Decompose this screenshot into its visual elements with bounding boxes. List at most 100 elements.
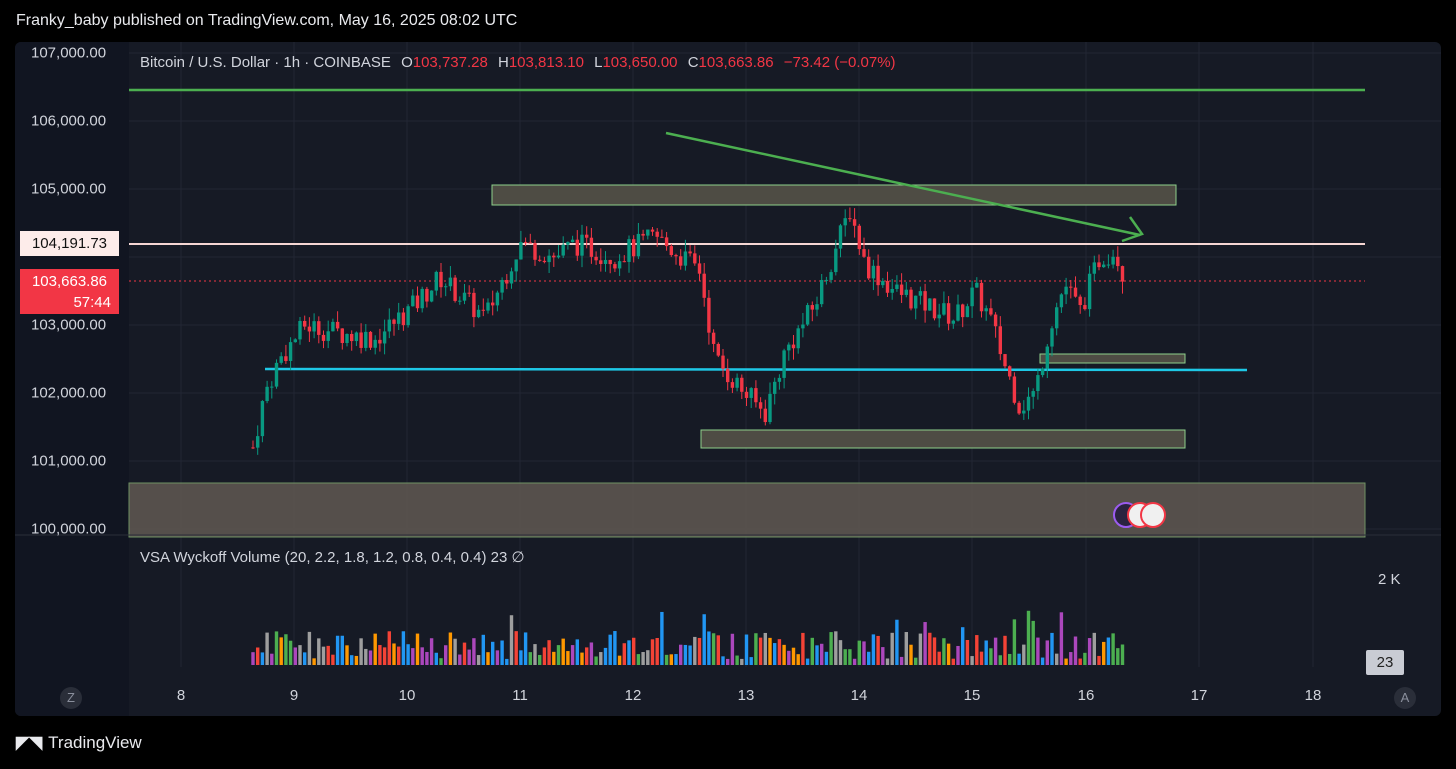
candle-body	[763, 408, 767, 423]
candle-body	[453, 277, 457, 301]
candle-body	[354, 332, 359, 342]
volume-bar	[411, 648, 415, 665]
volume-bar	[1083, 652, 1087, 665]
candle-body	[909, 289, 913, 309]
candle-body	[556, 255, 561, 258]
volume-bar	[810, 637, 814, 665]
volume-bar	[674, 654, 678, 665]
candle-body	[773, 381, 777, 394]
candle-body	[711, 332, 716, 344]
candle-body	[669, 246, 673, 256]
candle-body	[1092, 262, 1096, 274]
volume-bar	[834, 631, 838, 665]
indicator-legend[interactable]: VSA Wyckoff Volume (20, 2.2, 1.8, 1.2, 0…	[140, 549, 525, 566]
volume-bar	[937, 651, 941, 665]
price-tick: 100,000.00	[31, 520, 107, 538]
close-label: C	[687, 54, 699, 71]
candle-body	[307, 326, 312, 332]
candle-body	[509, 271, 514, 284]
candle-body	[538, 259, 542, 261]
volume-bar	[575, 639, 579, 665]
candle-body	[815, 304, 819, 310]
volume-bar	[801, 632, 805, 665]
candle-body	[425, 288, 429, 302]
candle-body	[989, 308, 993, 315]
volume-bar	[354, 655, 359, 665]
volume-bar	[279, 637, 283, 665]
symbol-legend[interactable]: Bitcoin / U.S. Dollar · 1h · COINBASE O1…	[140, 54, 896, 71]
volume-bar	[1059, 612, 1064, 665]
volume-bar	[956, 645, 960, 665]
candle-body	[528, 242, 532, 244]
price-chart[interactable]	[15, 42, 1441, 716]
candle-body	[975, 282, 979, 288]
volume-bar	[387, 631, 391, 665]
volume-bar	[458, 654, 462, 665]
candle-body	[260, 401, 265, 437]
candle-body	[599, 260, 603, 264]
candle-body	[439, 271, 443, 288]
candle-body	[683, 251, 688, 266]
candle-body	[392, 319, 396, 324]
volume-bar	[660, 611, 664, 665]
brand-name: TradingView	[48, 733, 142, 752]
volume-bar	[340, 635, 344, 665]
candle-body	[570, 239, 575, 243]
volume-bar	[1064, 658, 1068, 665]
volume-bar	[965, 639, 970, 665]
candle-body	[312, 321, 316, 332]
time-tick: 17	[1190, 687, 1208, 704]
volume-bar	[688, 645, 692, 665]
candle-body	[467, 292, 471, 294]
volume-bar	[914, 657, 918, 665]
volume-bar	[838, 640, 843, 665]
price-axis[interactable]	[15, 42, 129, 716]
volume-bar	[989, 648, 993, 665]
candle-body	[491, 302, 495, 306]
volume-bar	[312, 658, 316, 665]
volume-bar	[519, 650, 523, 665]
high-value: 103,813.10	[508, 54, 584, 71]
volume-bar	[716, 635, 720, 665]
footer-brand[interactable]: ◤◥ TradingView	[16, 733, 142, 753]
volume-bar	[848, 649, 852, 665]
volume-bar	[350, 655, 354, 665]
volume-bar	[702, 614, 706, 665]
candle-body	[1008, 366, 1012, 377]
candle-body	[702, 273, 706, 298]
volume-bar	[636, 654, 641, 665]
candle-body	[984, 308, 988, 312]
volume-bar	[293, 647, 297, 665]
volume-bar	[1017, 653, 1021, 665]
volume-bar	[509, 615, 514, 665]
volume-bar	[1055, 653, 1059, 665]
volume-bar	[533, 644, 537, 665]
time-tick: 9	[289, 687, 299, 704]
candle-body	[740, 377, 744, 392]
volume-bar	[1012, 619, 1017, 665]
volume-bar	[321, 646, 326, 665]
candle-body	[768, 393, 772, 423]
volume-bar	[603, 647, 608, 665]
candle-body	[627, 239, 631, 262]
candle-body	[791, 344, 796, 349]
zoom-button[interactable]: Z	[60, 687, 82, 709]
candle-body	[434, 271, 438, 291]
auto-scale-button[interactable]: A	[1394, 687, 1416, 709]
candle-body	[829, 272, 833, 280]
candle-body	[603, 259, 608, 264]
volume-bar	[401, 631, 406, 665]
low-value: 103,650.00	[602, 54, 678, 71]
candle-body	[274, 362, 279, 387]
candle-body	[881, 280, 885, 286]
candle-body	[890, 288, 894, 293]
candle-body	[852, 219, 857, 226]
candle-body	[848, 218, 852, 220]
chart-frame[interactable]: 107,000.00 106,000.00 105,000.00 103,000…	[15, 42, 1441, 716]
candle-body	[1087, 273, 1092, 310]
volume-scale-label: 2 K	[1378, 571, 1401, 588]
candle-body	[462, 292, 467, 301]
candle-body	[730, 382, 735, 388]
candle-body	[321, 334, 326, 341]
candle-body	[843, 218, 847, 226]
